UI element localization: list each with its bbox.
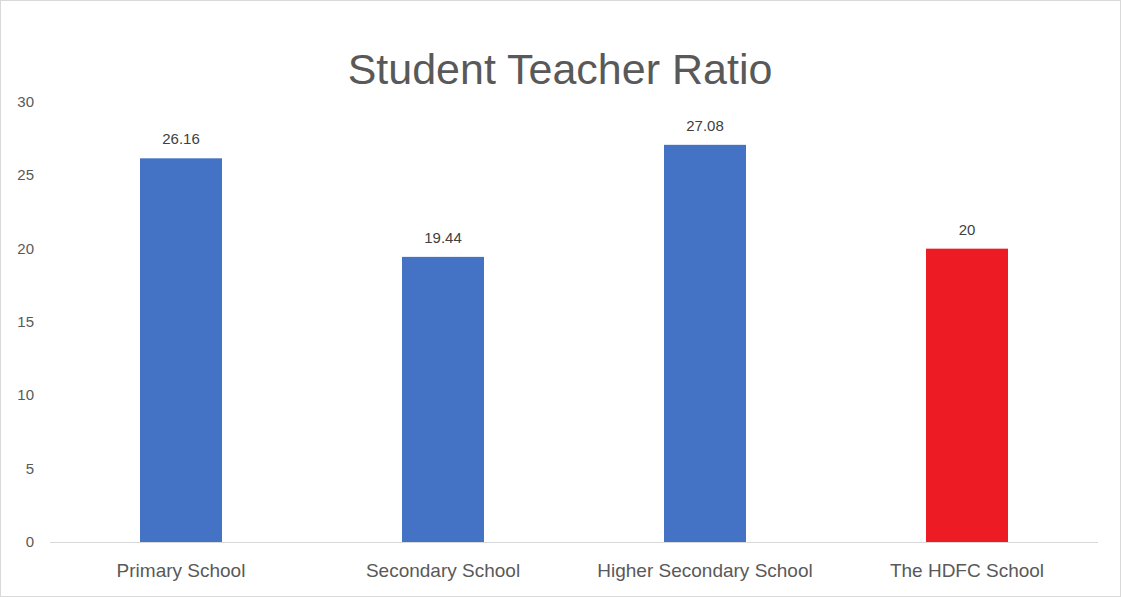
y-tick-label: 30 [17, 93, 34, 110]
y-tick-label: 5 [26, 460, 34, 477]
y-tick [48, 322, 50, 323]
y-tick [48, 102, 50, 103]
chart-title: Student Teacher Ratio [348, 45, 773, 93]
y-tick-label: 0 [26, 533, 34, 550]
x-tick-label: Higher Secondary School [597, 560, 812, 581]
x-axis-line [50, 542, 1098, 543]
x-axis: Primary School Secondary School Higher Sec… [117, 560, 1045, 581]
x-tick-label: The HDFC School [890, 560, 1044, 581]
y-tick [48, 395, 50, 396]
y-tick [48, 468, 50, 469]
bar [664, 145, 746, 542]
chart-border [1, 1, 1121, 597]
y-tick-label: 20 [17, 240, 34, 257]
y-tick-label: 25 [17, 166, 34, 183]
chart: Student Teacher Ratio 0 5 10 15 20 25 30 26.16 19… [0, 0, 1121, 597]
bar [140, 158, 222, 542]
y-tick [48, 175, 50, 176]
y-tick-label: 15 [17, 313, 34, 330]
bar [402, 257, 484, 542]
y-axis: 0 5 10 15 20 25 30 [17, 93, 50, 550]
y-tick [48, 542, 50, 543]
data-label: 19.44 [424, 229, 462, 246]
y-tick [48, 248, 50, 249]
bars [140, 145, 1008, 542]
x-tick-label: Primary School [117, 560, 246, 581]
data-label: 26.16 [162, 130, 200, 147]
bar [926, 249, 1008, 542]
x-tick-label: Secondary School [366, 560, 520, 581]
data-label: 20 [959, 221, 976, 238]
data-labels: 26.16 19.44 27.08 20 [162, 117, 975, 246]
data-label: 27.08 [686, 117, 724, 134]
y-tick-label: 10 [17, 386, 34, 403]
